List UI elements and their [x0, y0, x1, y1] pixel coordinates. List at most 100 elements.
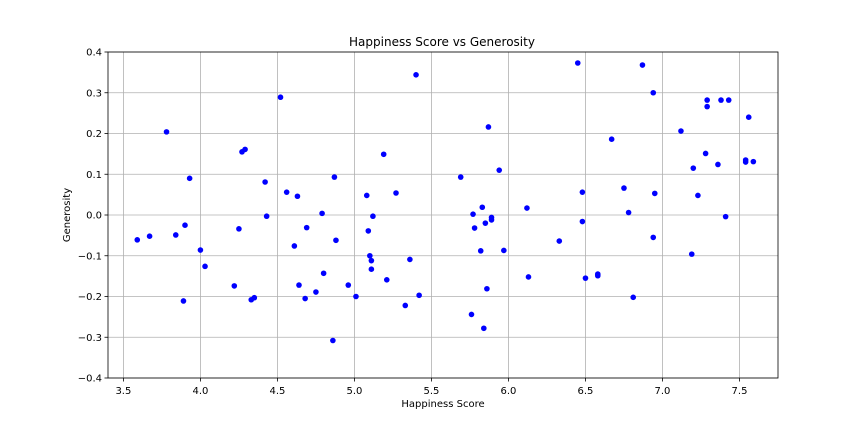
data-point	[231, 283, 238, 289]
y-tick-label: −0.3	[78, 333, 102, 344]
data-point	[488, 217, 495, 223]
data-point	[345, 282, 352, 288]
data-point	[678, 128, 684, 134]
data-point	[416, 292, 422, 299]
y-tick-label: 0.3	[86, 88, 102, 99]
grid-lines	[108, 51, 778, 379]
data-point	[481, 325, 487, 332]
data-point	[365, 228, 372, 234]
data-point	[402, 302, 409, 309]
data-point	[413, 72, 419, 78]
y-tick-label: 0.1	[86, 170, 102, 181]
data-point	[556, 238, 563, 244]
data-point	[331, 174, 338, 180]
data-point	[579, 218, 586, 225]
data-point	[496, 167, 503, 173]
data-point	[277, 94, 284, 101]
data-point	[594, 272, 601, 279]
x-tick-label: 6.0	[501, 386, 517, 397]
data-point	[380, 151, 387, 158]
data-point	[471, 225, 478, 231]
y-axis-label: Generosity	[62, 188, 73, 242]
data-point	[236, 226, 242, 232]
data-point	[172, 232, 179, 238]
data-point	[651, 190, 658, 197]
data-point	[302, 295, 308, 302]
data-point	[330, 337, 336, 344]
data-point	[291, 243, 298, 249]
data-point	[579, 189, 586, 195]
data-point	[704, 97, 710, 103]
x-tick-label: 5.5	[423, 386, 439, 397]
data-point	[479, 204, 486, 211]
data-points	[134, 60, 757, 344]
data-point	[639, 62, 646, 68]
data-point	[608, 136, 615, 143]
data-point	[294, 193, 301, 200]
data-point	[186, 175, 193, 182]
data-point	[283, 189, 290, 195]
data-point	[704, 103, 710, 110]
data-point	[524, 205, 530, 211]
data-point	[367, 252, 373, 259]
x-tick-label: 3.5	[115, 386, 131, 397]
data-point	[180, 298, 187, 304]
data-point	[501, 247, 507, 254]
data-point	[750, 158, 757, 165]
chart-title: Happiness Score vs Generosity	[349, 35, 535, 49]
data-point	[695, 192, 701, 199]
data-point	[650, 89, 657, 96]
data-point	[303, 224, 310, 231]
y-tick-label: −0.1	[78, 251, 102, 262]
data-point	[313, 289, 319, 295]
data-point	[457, 174, 464, 180]
data-point	[163, 129, 170, 135]
data-point	[718, 97, 724, 103]
x-tick-label: 4.0	[192, 386, 208, 397]
data-point	[715, 161, 721, 168]
data-point	[625, 209, 632, 216]
x-axis-label: Happiness Score	[401, 399, 484, 410]
y-tick-label: 0.0	[86, 211, 102, 222]
data-point	[525, 274, 532, 280]
data-point	[485, 124, 492, 130]
data-point	[182, 222, 188, 228]
data-point	[263, 213, 270, 220]
data-point	[197, 247, 204, 253]
data-point	[251, 294, 258, 301]
data-point	[393, 190, 399, 196]
data-point	[370, 213, 376, 220]
data-point	[745, 114, 752, 120]
data-point	[383, 276, 390, 283]
data-point	[296, 282, 302, 288]
y-tick-label: −0.4	[78, 374, 102, 385]
y-tick-label: −0.2	[78, 292, 102, 303]
y-tick-label: 0.4	[86, 48, 102, 59]
x-axis-ticks: 3.5 4.0 4.5 5.0 5.5 6.0 6.5 7.0 7.5	[115, 378, 747, 397]
data-point	[484, 285, 490, 292]
data-point	[353, 293, 359, 300]
data-point	[742, 157, 749, 163]
x-tick-label: 6.5	[578, 386, 594, 397]
data-point	[320, 270, 327, 277]
data-point	[477, 248, 484, 254]
data-point	[702, 150, 709, 157]
data-point	[319, 210, 325, 217]
x-tick-label: 7.5	[732, 386, 748, 397]
data-point	[242, 146, 248, 153]
data-point	[146, 233, 153, 239]
data-point	[582, 275, 589, 281]
data-point	[134, 237, 141, 243]
data-point	[725, 97, 732, 103]
data-point	[363, 192, 370, 199]
data-point	[262, 179, 268, 185]
data-point	[407, 256, 413, 263]
data-point	[468, 311, 475, 318]
data-point	[722, 213, 729, 220]
data-point	[690, 165, 697, 171]
data-point	[482, 220, 489, 226]
data-point	[688, 251, 695, 257]
data-point	[368, 266, 375, 272]
data-point	[368, 257, 375, 264]
